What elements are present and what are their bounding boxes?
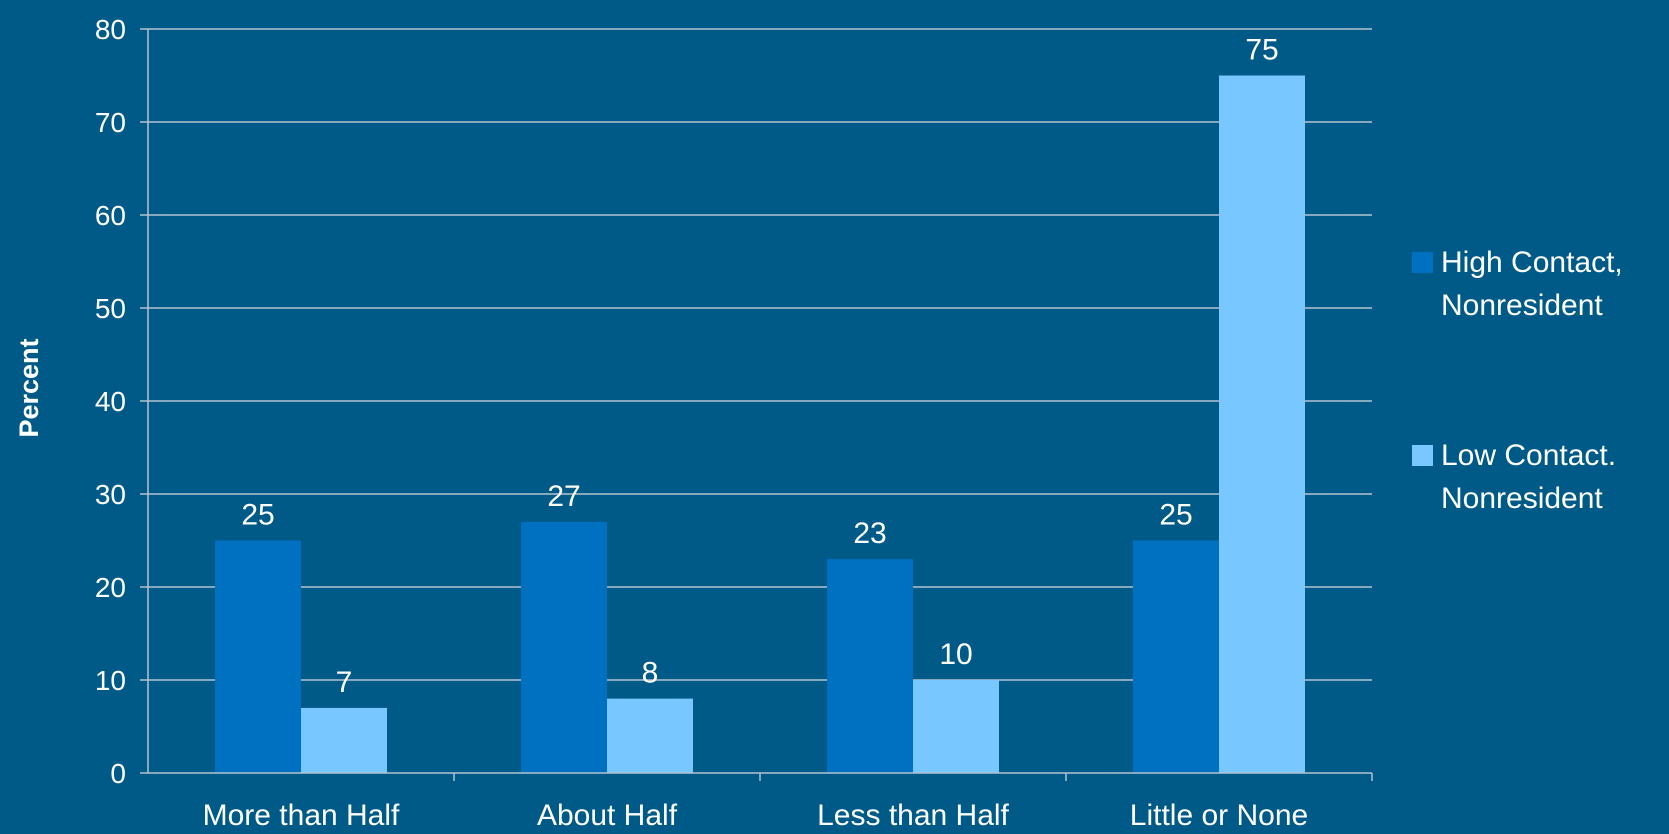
bar-s0-0 bbox=[215, 540, 301, 773]
data-label-s0-3: 25 bbox=[1159, 499, 1192, 532]
y-tick-label: 30 bbox=[95, 479, 126, 510]
data-label-s1-3: 75 bbox=[1245, 34, 1278, 67]
data-label-s0-1: 27 bbox=[547, 480, 580, 513]
x-category-label: Less than Half bbox=[817, 799, 1009, 832]
data-label-s1-1: 8 bbox=[642, 657, 659, 690]
y-tick-label: 10 bbox=[95, 665, 126, 696]
y-tick-label: 20 bbox=[95, 572, 126, 603]
bar-s0-2 bbox=[827, 559, 913, 773]
y-tick-label: 0 bbox=[110, 758, 126, 789]
x-category-label: About Half bbox=[537, 799, 678, 832]
legend: High Contact, Nonresident Low Contact. Nonr… bbox=[1412, 246, 1623, 515]
bar-s1-2 bbox=[913, 680, 999, 773]
bar-s1-1 bbox=[607, 698, 693, 773]
x-axis-labels: More than Half About Half Less than Half Li… bbox=[203, 799, 1309, 832]
legend-swatch-0 bbox=[1412, 252, 1433, 273]
x-category-label: More than Half bbox=[203, 799, 400, 832]
legend-label-0: High Contact, bbox=[1441, 246, 1623, 279]
y-axis-ticks: 0 10 20 30 40 50 60 70 80 bbox=[95, 14, 126, 789]
legend-label-0: Nonresident bbox=[1441, 289, 1603, 322]
y-tick-label: 40 bbox=[95, 386, 126, 417]
bars bbox=[215, 75, 1305, 773]
data-label-s0-2: 23 bbox=[853, 517, 886, 550]
x-category-label: Little or None bbox=[1130, 799, 1308, 832]
data-label-s0-0: 25 bbox=[241, 499, 274, 532]
legend-swatch-1 bbox=[1412, 445, 1433, 466]
bar-s0-3 bbox=[1133, 540, 1219, 773]
y-tick-label: 80 bbox=[95, 14, 126, 45]
y-tick-label: 70 bbox=[95, 107, 126, 138]
data-label-s1-2: 10 bbox=[939, 638, 972, 671]
data-label-s1-0: 7 bbox=[336, 666, 353, 699]
legend-label-1: Nonresident bbox=[1441, 482, 1603, 515]
gridlines bbox=[140, 28, 1373, 781]
bar-s0-1 bbox=[521, 521, 607, 773]
data-labels: 25 7 27 8 23 10 25 75 bbox=[241, 34, 1278, 699]
y-tick-label: 60 bbox=[95, 200, 126, 231]
y-axis-title: Percent bbox=[14, 338, 44, 437]
bar-s1-0 bbox=[301, 707, 387, 773]
y-tick-label: 50 bbox=[95, 293, 126, 324]
legend-label-1: Low Contact. bbox=[1441, 439, 1616, 472]
bar-s1-3 bbox=[1219, 75, 1305, 773]
